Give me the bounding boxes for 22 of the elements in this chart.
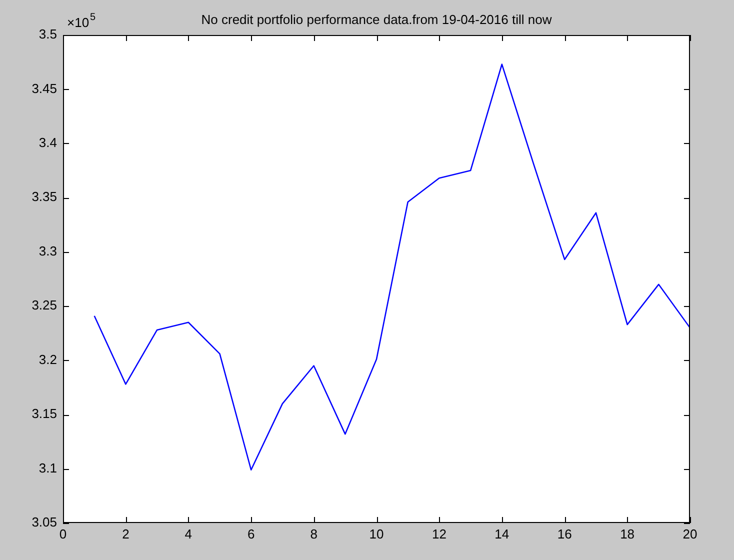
x-tick-label: 10 bbox=[369, 526, 384, 542]
y-tick-label: 3.45 bbox=[32, 80, 57, 96]
y-tick-label: 3.5 bbox=[38, 26, 57, 42]
chart-title: No credit portfolio performance data.from 19-04-2016 till now bbox=[201, 12, 552, 27]
y-tick-label: 3.3 bbox=[38, 243, 57, 258]
x-tick-label: 14 bbox=[494, 526, 510, 542]
x-tick-label: 4 bbox=[184, 526, 192, 542]
y-tick-label: 3.25 bbox=[32, 298, 57, 313]
x-tick-label: 12 bbox=[432, 526, 446, 542]
x-tick-label: 8 bbox=[310, 526, 318, 542]
y-tick-label: 3.05 bbox=[32, 514, 57, 530]
x-tick-label: 6 bbox=[247, 526, 255, 542]
y-tick-label: 3.4 bbox=[38, 135, 57, 150]
x-tick-label: 18 bbox=[620, 526, 635, 542]
x-tick-label: 0 bbox=[59, 526, 67, 542]
x-tick-label: 16 bbox=[557, 526, 572, 542]
y-tick-label: 3.35 bbox=[32, 189, 57, 204]
x-tick-label: 2 bbox=[122, 526, 130, 542]
y-tick-label: 3.2 bbox=[38, 352, 57, 367]
y-tick-label: 3.1 bbox=[38, 460, 57, 476]
y-tick-label: 3.15 bbox=[32, 406, 57, 422]
x-tick-label: 20 bbox=[682, 526, 698, 542]
